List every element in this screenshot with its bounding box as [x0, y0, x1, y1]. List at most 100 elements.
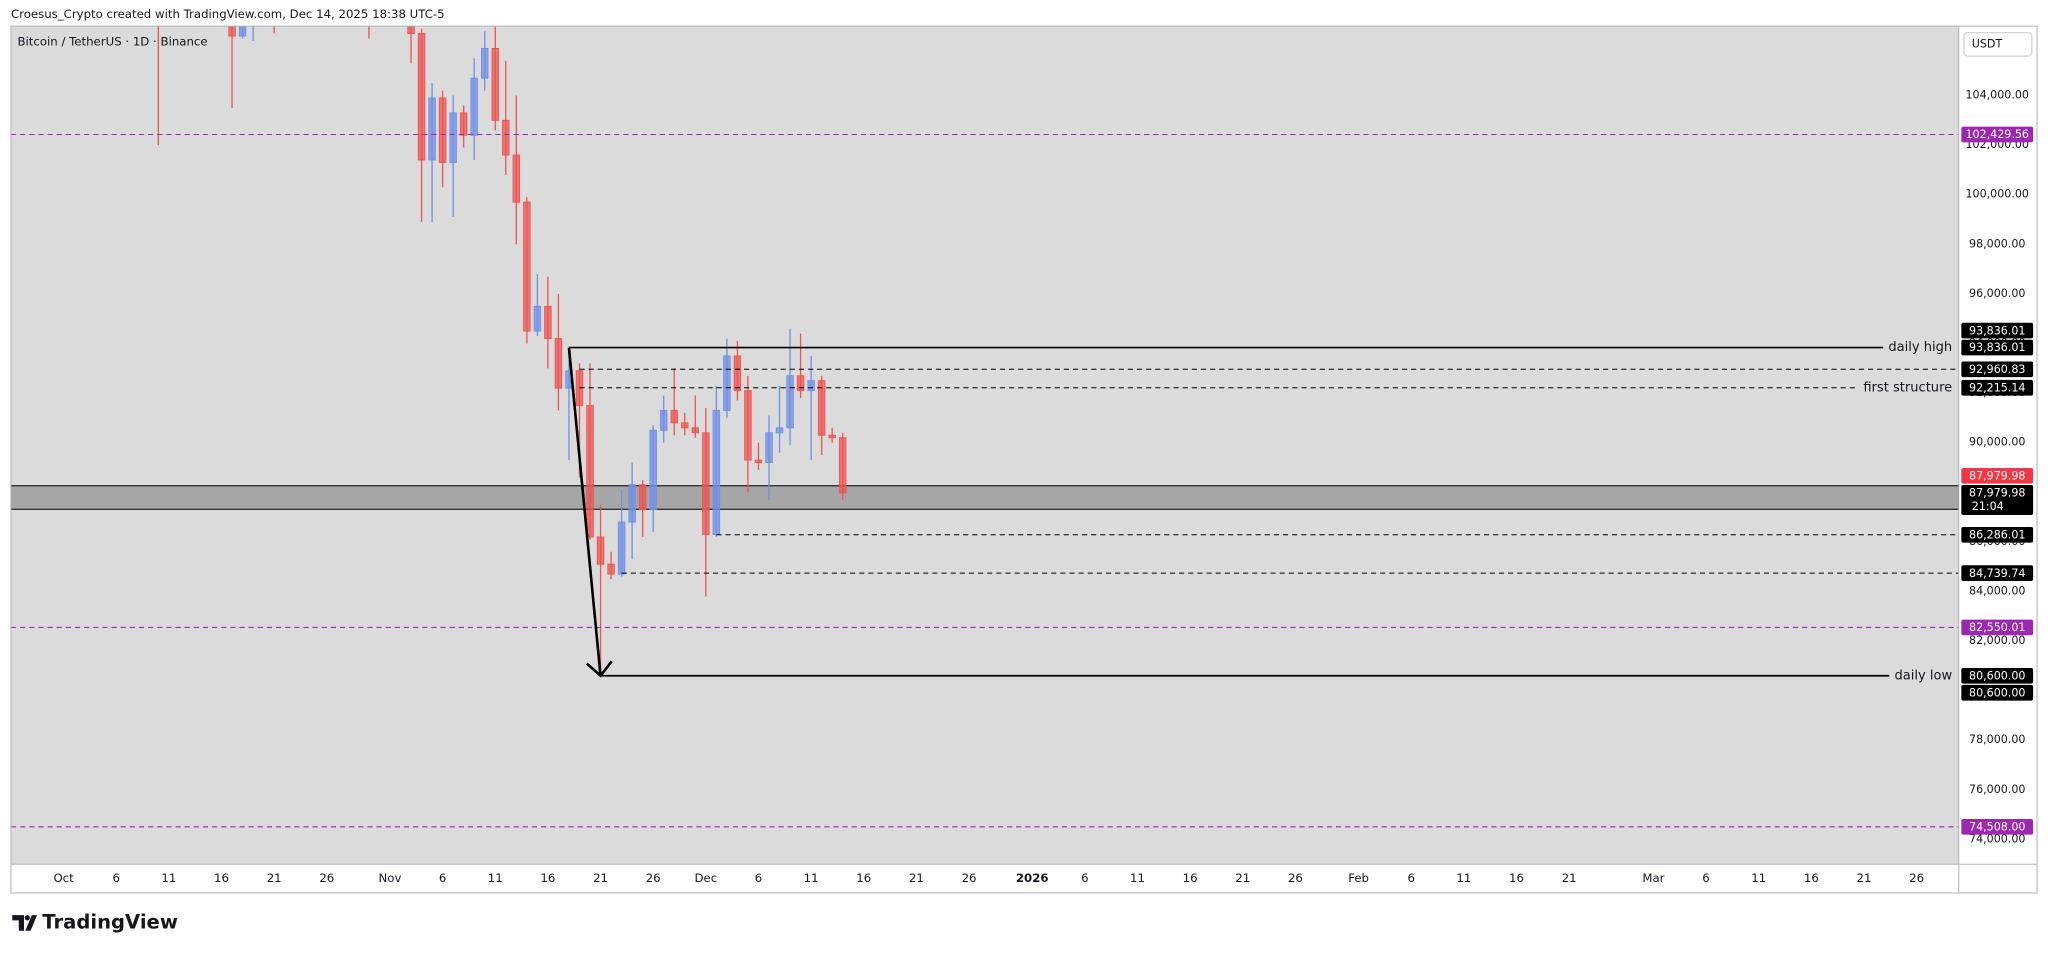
price-tag-label: 87,979.98: [1969, 469, 2025, 482]
x-tick-label: 26: [319, 871, 334, 885]
x-tick-label: 6: [439, 871, 446, 885]
candle-body: [786, 375, 794, 429]
price-tag: [1961, 126, 2034, 143]
x-tick-label: 11: [488, 871, 503, 885]
x-tick-label: 16: [214, 871, 229, 885]
price-tag: [1961, 339, 2034, 356]
x-tick-label: 26: [646, 871, 661, 885]
candle-body: [428, 97, 436, 161]
candle-body: [596, 536, 605, 565]
price-tag-label: 86,286.01: [1969, 528, 2025, 541]
x-tick-label: 26: [1288, 871, 1303, 885]
price-tag-label: 80,600.00: [1969, 669, 2025, 682]
price-tag-label: 82,550.01: [1969, 621, 2025, 634]
y-tick-label: 100,000.00: [1966, 188, 2029, 201]
candle-body: [828, 434, 836, 439]
candle-body: [744, 390, 752, 461]
candle-body: [691, 427, 700, 434]
price-tag: [1961, 819, 2034, 835]
candle-body: [407, 26, 415, 35]
arrow-head: [585, 660, 613, 678]
candle-body: [796, 375, 805, 392]
candle-body: [533, 305, 542, 332]
x-tick-label: 11: [804, 871, 819, 885]
price-tag: [1961, 322, 2034, 339]
candle-body: [502, 119, 510, 156]
x-tick-label: 21: [593, 871, 608, 885]
level-text-bg: [1883, 340, 1959, 356]
candle-body: [512, 154, 521, 203]
candle-body: [470, 77, 478, 136]
candle-body: [638, 484, 647, 511]
frame: [10, 25, 2038, 894]
level-text-bg: [1889, 668, 1959, 684]
y-tick-label: 74,000.00: [1969, 832, 2025, 845]
x-tick-label: 16: [856, 871, 871, 885]
x-tick-label: 11: [1130, 871, 1145, 885]
x-tick-label: 6: [1081, 871, 1088, 885]
candle-body: [702, 432, 710, 535]
symbol-title: Bitcoin / TetherUS · 1D · Binance: [17, 34, 207, 48]
candle-body: [459, 112, 468, 136]
x-tick-label: 6: [1702, 871, 1709, 885]
candle-body: [554, 338, 563, 389]
countdown: 21:04: [1972, 500, 2004, 513]
candle-body: [712, 409, 721, 535]
price-tag: [1961, 667, 2034, 684]
zone: [10, 485, 1959, 510]
candle-body: [417, 33, 426, 161]
price-tag-label: 87,979.98: [1969, 486, 2025, 499]
candle-body: [617, 521, 626, 575]
candle-body: [491, 47, 499, 121]
x-tick-label: 16: [540, 871, 555, 885]
candle-body: [733, 355, 742, 392]
y-tick-label: 76,000.00: [1969, 783, 2025, 796]
price-tag-label: 84,739.74: [1969, 567, 2025, 580]
header: Croesus_Crypto created with TradingView.…: [11, 7, 445, 21]
price-tag: [1961, 467, 2034, 484]
arrow-line: [567, 347, 602, 676]
candle-body: [523, 201, 531, 332]
x-tick-label: 16: [1804, 871, 1819, 885]
candle-body: [670, 409, 678, 424]
price-tag: [1961, 484, 2034, 515]
x-tick-label: 21: [1856, 871, 1871, 885]
candle-body: [765, 432, 773, 463]
x-tick-label: Nov: [379, 871, 402, 885]
candle-body: [681, 422, 689, 429]
price-tag: [1961, 379, 2034, 396]
candle-body: [481, 47, 489, 79]
candle-body: [628, 484, 636, 523]
y-tick-label: 104,000.00: [1966, 89, 2029, 102]
price-tag-label: 80,600.00: [1969, 686, 2025, 699]
candle-body: [817, 380, 826, 436]
candle-body: [807, 380, 815, 392]
x-tick-label: 11: [1456, 871, 1471, 885]
currency-button[interactable]: [1963, 31, 2033, 57]
level-text: daily low: [1895, 668, 1953, 683]
x-tick-label: 2026: [1016, 871, 1049, 885]
level-text: daily high: [1888, 340, 1952, 355]
x-tick-label: 21: [267, 871, 282, 885]
level-text-bg: [1858, 380, 1959, 396]
brand: TradingView: [42, 910, 178, 933]
candle-body: [754, 459, 763, 463]
candle-body: [449, 112, 457, 163]
x-tick-label: 6: [112, 871, 119, 885]
x-tick-label: Oct: [53, 871, 74, 885]
candle-body: [607, 563, 615, 575]
x-tick-label: 26: [1909, 871, 1924, 885]
candle-body: [228, 26, 236, 37]
x-tick-label: 6: [755, 871, 762, 885]
x-tick-label: 11: [161, 871, 176, 885]
x-tick-label: Mar: [1642, 871, 1664, 885]
price-tag-label: 93,836.01: [1969, 324, 2025, 337]
candle-body: [775, 427, 784, 434]
candle-body: [438, 97, 447, 163]
candle-body: [238, 26, 247, 37]
x-tick-label: 21: [1562, 871, 1577, 885]
price-tag-label: 93,836.01: [1969, 341, 2025, 354]
y-tick-label: 78,000.00: [1969, 733, 2025, 746]
candle-body: [659, 409, 668, 431]
x-tick-label: Feb: [1348, 871, 1369, 885]
